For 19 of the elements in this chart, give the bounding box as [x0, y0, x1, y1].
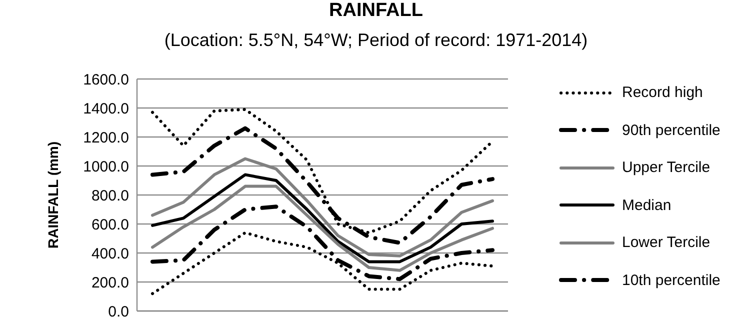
y-tick-label: 200.0 — [91, 274, 129, 292]
chart-title: RAINFALL — [328, 0, 424, 22]
y-tick-label: 0.0 — [108, 303, 129, 320]
legend-label: Record high — [622, 84, 703, 102]
chart-subtitle: (Location: 5.5°N, 54°W; Period of record: 1971-2014) — [163, 30, 589, 51]
y-tick-label: 1200.0 — [83, 129, 129, 146]
y-tick-label: 1400.0 — [83, 100, 129, 118]
legend-label: Median — [622, 196, 672, 214]
y-tick-label: 1000.0 — [83, 158, 129, 176]
legend-label: 10th percentile — [622, 272, 720, 289]
legend-label: Upper Tercile — [622, 159, 710, 176]
y-tick-label: 400.0 — [91, 245, 129, 262]
y-axis-title: RAINFALL (mm) — [44, 141, 61, 249]
y-tick-label: 1600.0 — [83, 71, 129, 88]
legend-label: Lower Tercile — [622, 234, 710, 252]
y-tick-label: 600.0 — [91, 216, 129, 234]
legend-label: 90th percentile — [622, 122, 720, 139]
y-tick-label: 800.0 — [91, 187, 129, 204]
line-series — [151, 173, 494, 264]
